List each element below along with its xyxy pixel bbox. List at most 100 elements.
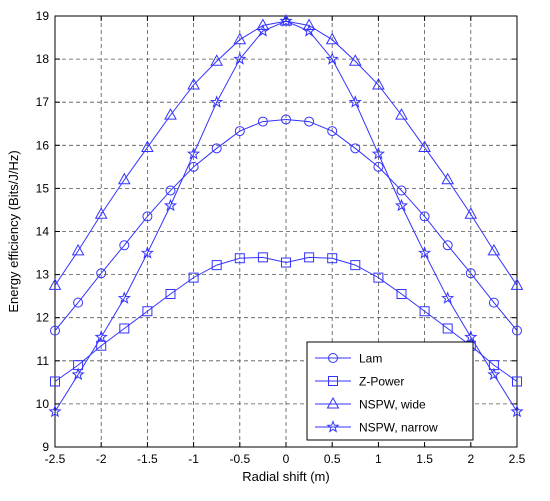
data-point-nspw-wide [71,243,85,256]
data-point-z-power [165,288,176,299]
data-point-nspw-narrow [441,291,455,304]
data-point-nspw-narrow [233,52,247,65]
data-point-nspw-wide [348,54,362,66]
series-line-nspw-narrow [54,20,518,412]
legend-label-nspw-wide: NSPW, wide [359,398,426,412]
data-point-nspw-wide [441,172,455,185]
data-point-lam [50,325,60,336]
y-tick-label: 13 [36,268,50,282]
data-point-z-power [96,340,107,351]
data-point-nspw-narrow [371,146,385,160]
data-point-nspw-narrow [187,146,201,160]
series-z-power [50,252,522,387]
series-nspw-narrow [48,14,524,418]
data-point-nspw-narrow [510,404,524,418]
data-point-lam [512,325,522,336]
data-point-nspw-narrow [325,52,339,65]
data-point-nspw-narrow [163,198,178,212]
data-point-lam [488,297,499,308]
data-point-lam [373,161,384,172]
x-tick-label: 0.5 [324,452,341,466]
data-point-z-power [50,376,60,387]
legend-label-nspw-narrow: NSPW, narrow [359,421,438,435]
data-point-nspw-wide [164,108,177,120]
data-point-z-power [188,272,199,283]
data-point-nspw-wide [210,54,224,66]
data-point-lam [234,126,245,137]
data-point-nspw-wide [302,18,316,30]
data-point-nspw-wide [117,172,131,185]
x-axis-label: Radial shift (m) [242,469,329,484]
data-point-nspw-wide [94,207,108,219]
data-point-nspw-narrow [394,198,409,212]
data-point-lam [327,126,338,137]
data-point-nspw-narrow [94,330,108,343]
y-tick-label: 19 [36,9,50,23]
data-point-lam [465,268,476,279]
x-tick-label: -2.5 [45,452,66,466]
data-point-lam [257,116,268,127]
y-tick-label: 10 [36,397,50,411]
data-point-z-power [442,323,453,334]
legend-marker-lam [328,353,338,363]
data-point-z-power [419,306,430,317]
data-point-z-power [211,260,222,271]
series-line-z-power [54,256,518,382]
data-point-lam [188,161,199,172]
data-point-nspw-wide [464,207,478,219]
data-point-nspw-narrow [487,367,501,381]
data-point-lam [142,211,153,222]
data-point-lam [165,185,176,196]
series-lam [50,114,522,336]
data-point-nspw-narrow [210,95,224,108]
data-point-nspw-wide [256,18,270,30]
data-point-nspw-wide [395,108,408,120]
x-tick-label: 0 [283,452,290,466]
data-point-z-power [119,323,130,334]
x-tick-label: -1.5 [137,452,158,466]
y-tick-label: 16 [36,138,50,152]
series-group [48,14,524,418]
data-point-nspw-narrow [464,330,478,343]
data-point-lam [350,143,361,154]
legend-marker-nspw-wide [326,396,340,409]
legend-marker-z-power [328,376,338,386]
data-point-lam [211,143,222,154]
data-point-nspw-wide [141,140,154,152]
legend: Lam Z-Power NSPW, wide NSPW, narrow [306,341,474,441]
data-point-z-power [234,253,245,264]
data-point-nspw-narrow [418,246,432,259]
data-point-nspw-narrow [71,367,85,381]
data-point-nspw-narrow [348,95,362,108]
data-point-nspw-wide [325,32,339,45]
legend-label-lam: Lam [359,352,382,366]
data-point-nspw-wide [510,278,524,290]
data-point-lam [419,211,430,222]
data-point-nspw-narrow [140,246,154,259]
series-line-lam [54,118,518,331]
y-tick-label: 18 [36,52,50,66]
data-point-nspw-wide [48,278,62,290]
data-point-nspw-narrow [302,24,316,37]
y-axis-label: Energy efficiency (Bits/J/Hz) [6,150,21,312]
data-point-lam [304,116,315,127]
data-point-nspw-wide [372,77,385,90]
x-tick-label: -2 [96,452,107,466]
y-tick-label: 14 [36,225,50,239]
legend-label-z-power: Z-Power [359,375,404,389]
data-point-z-power [257,252,268,263]
data-point-lam [396,185,407,196]
data-point-nspw-wide [487,243,501,256]
data-point-nspw-wide [233,32,247,45]
data-point-z-power [350,260,361,271]
data-point-nspw-narrow [117,291,131,304]
data-point-z-power [281,257,291,268]
x-tick-label: -0.5 [229,452,250,466]
data-point-nspw-narrow [256,24,270,37]
data-point-z-power [142,306,153,317]
data-point-nspw-wide [418,140,431,152]
data-point-nspw-wide [187,77,200,90]
data-point-z-power [396,288,407,299]
data-point-lam [442,240,453,251]
